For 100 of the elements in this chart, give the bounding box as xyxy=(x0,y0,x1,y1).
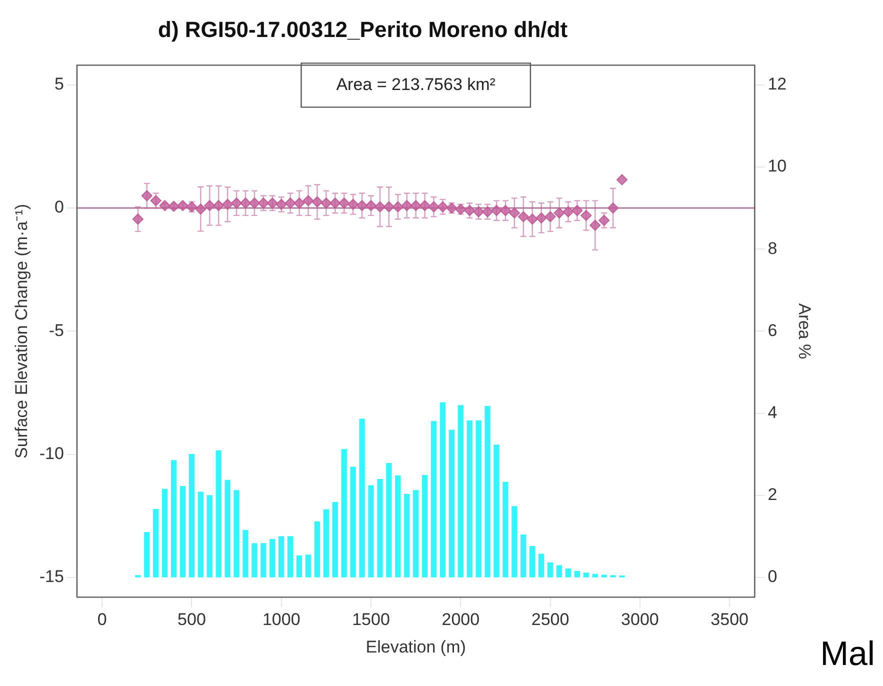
bar xyxy=(359,418,365,578)
point xyxy=(508,207,520,218)
point xyxy=(366,200,377,212)
point xyxy=(258,198,269,209)
x-tick-label: 0 xyxy=(97,610,107,630)
point xyxy=(132,214,144,225)
x-tick-label: 500 xyxy=(178,610,206,630)
y-tick-label: 0 xyxy=(54,198,64,217)
y-tick-label: 5 xyxy=(54,74,64,94)
point xyxy=(302,195,314,206)
bar xyxy=(188,454,195,578)
bar xyxy=(234,490,240,578)
bar xyxy=(565,568,572,578)
x-axis-title: Elevation (m) xyxy=(366,637,466,656)
bar xyxy=(512,506,518,578)
point xyxy=(482,206,494,218)
y-tick-label: -15 xyxy=(39,567,64,586)
point xyxy=(320,198,332,209)
bar xyxy=(386,463,392,578)
bar xyxy=(458,405,464,578)
x-tick-label: 2000 xyxy=(442,610,480,630)
point xyxy=(464,205,476,216)
bar xyxy=(260,543,266,578)
bar xyxy=(252,543,258,578)
point xyxy=(330,198,341,209)
point xyxy=(500,205,511,216)
x-tick-label: 1000 xyxy=(262,610,300,630)
bar xyxy=(574,571,580,578)
point xyxy=(284,198,296,209)
bar xyxy=(556,565,562,578)
point xyxy=(204,200,216,212)
y2-tick-label: 6 xyxy=(768,320,778,340)
point xyxy=(401,200,412,212)
y2-tick-label: 12 xyxy=(768,74,787,94)
x-tick-label: 3500 xyxy=(710,610,749,630)
bar xyxy=(430,421,437,578)
point xyxy=(491,205,502,216)
point xyxy=(410,200,422,212)
bar xyxy=(422,474,428,578)
point xyxy=(428,201,440,212)
point xyxy=(419,200,430,212)
point xyxy=(294,198,305,209)
y2-tick-label: 0 xyxy=(768,567,778,586)
point xyxy=(374,201,386,212)
point xyxy=(536,212,547,224)
bar xyxy=(520,534,526,578)
bar xyxy=(341,449,347,578)
bar xyxy=(270,538,276,578)
y2-axis-title: Area % xyxy=(795,303,814,360)
bar xyxy=(377,479,383,578)
bar xyxy=(323,509,330,578)
point xyxy=(240,198,252,209)
bar xyxy=(224,480,230,578)
point xyxy=(616,174,628,186)
y2-tick-label: 4 xyxy=(768,402,778,422)
bar xyxy=(206,495,212,578)
point xyxy=(562,206,574,218)
point xyxy=(526,214,538,225)
point xyxy=(437,201,448,212)
point xyxy=(590,220,601,231)
annotation: Area = 213.7563 km² xyxy=(336,74,496,94)
bar xyxy=(592,574,598,578)
bar xyxy=(538,554,544,578)
bar xyxy=(413,490,419,578)
x-tick-label: 1500 xyxy=(352,610,390,630)
bar xyxy=(601,574,607,578)
point xyxy=(598,214,610,226)
bar xyxy=(583,572,589,578)
point xyxy=(222,198,234,210)
bar xyxy=(502,482,508,578)
bar xyxy=(476,420,482,578)
bar xyxy=(466,420,472,578)
bar xyxy=(395,475,401,578)
point xyxy=(141,190,152,202)
bar xyxy=(162,488,168,578)
point xyxy=(276,198,287,210)
bar xyxy=(287,536,294,578)
point xyxy=(572,205,583,216)
text: Mal xyxy=(820,635,875,674)
bar xyxy=(144,532,150,578)
point xyxy=(248,198,260,209)
point xyxy=(150,195,162,206)
bar xyxy=(305,554,312,578)
bar xyxy=(440,402,446,578)
bar xyxy=(242,530,248,578)
y2-tick-label: 10 xyxy=(768,156,787,176)
chart-title: d) RGI50-17.00312_Perito Moreno dh/dt xyxy=(157,16,569,44)
bar xyxy=(494,444,500,578)
point xyxy=(177,200,188,212)
bar xyxy=(484,406,490,578)
point xyxy=(608,202,619,214)
bar xyxy=(530,546,536,578)
point xyxy=(338,198,350,209)
point xyxy=(348,198,359,210)
bar xyxy=(296,555,302,578)
bar xyxy=(314,521,320,578)
point xyxy=(266,198,278,209)
x-tick-label: 2500 xyxy=(531,610,570,630)
point xyxy=(392,201,404,212)
y2-tick-label: 8 xyxy=(768,238,778,258)
